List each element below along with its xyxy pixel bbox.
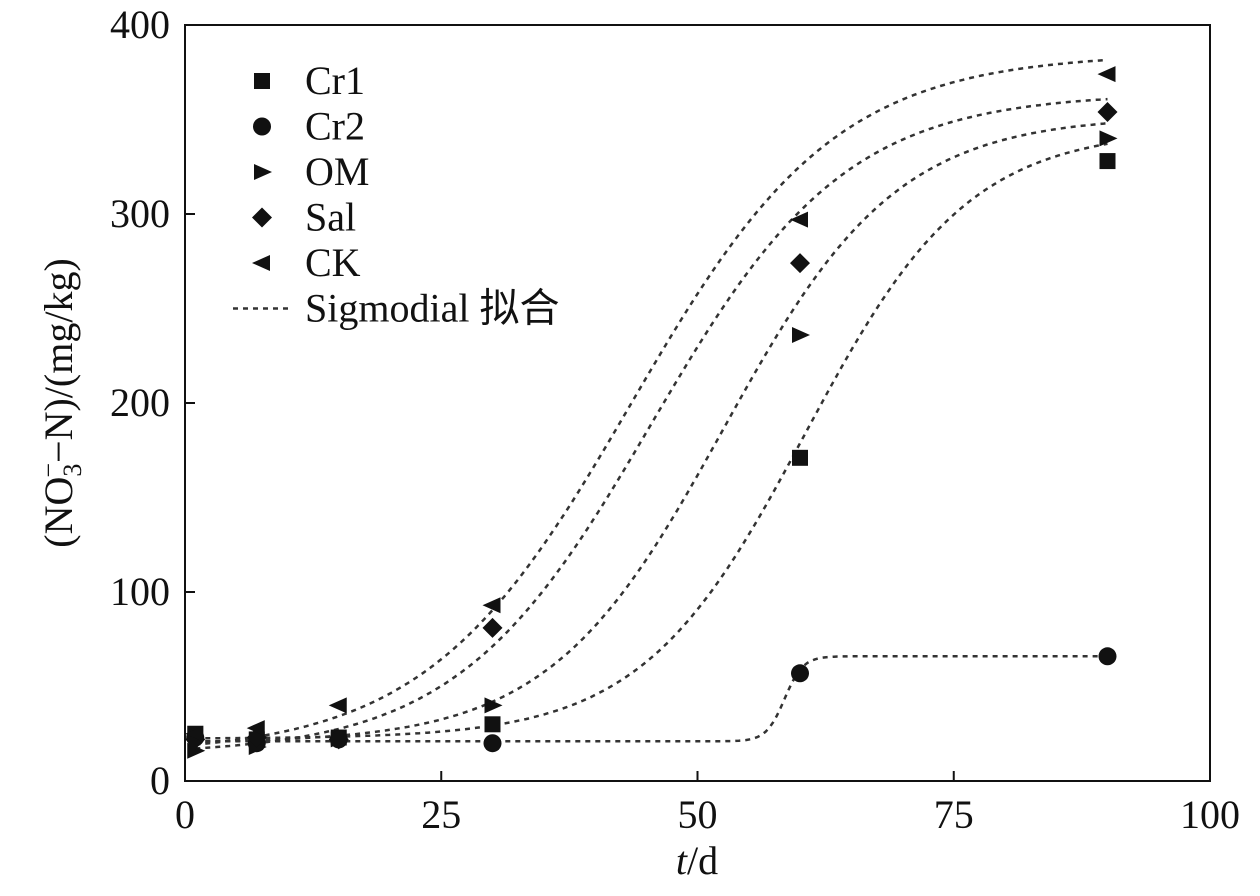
fit-line-sal xyxy=(195,97,1108,750)
x-tick-label: 0 xyxy=(175,792,195,837)
x-tick-label: 100 xyxy=(1180,792,1240,837)
marker-sal xyxy=(1097,101,1118,122)
legend-marker-cr1 xyxy=(254,73,270,89)
marker-ck xyxy=(482,597,501,614)
marker-om xyxy=(187,742,206,759)
legend-label-fit: Sigmodial 拟合 xyxy=(305,286,559,331)
legend-label-sal: Sal xyxy=(305,195,356,240)
marker-ck xyxy=(185,725,204,742)
x-axis-variable: t xyxy=(676,838,688,883)
legend-marker-cr2 xyxy=(253,117,271,136)
y-axis-title-subscript: 3 xyxy=(58,464,87,477)
marker-cr1 xyxy=(1099,153,1116,170)
marker-ck xyxy=(328,697,347,714)
marker-sal xyxy=(482,617,503,638)
y-tick-label: 200 xyxy=(110,380,170,425)
marker-ck xyxy=(790,211,808,228)
legend-label-cr1: Cr1 xyxy=(305,58,365,103)
marker-cr1 xyxy=(484,716,501,733)
marker-ck xyxy=(246,720,265,737)
x-tick-label: 50 xyxy=(678,792,718,837)
fit-line-om xyxy=(195,121,1108,743)
legend-label-om: OM xyxy=(305,149,369,194)
y-axis-title-open: (NO xyxy=(36,477,81,548)
y-axis-title-rest: −N)/(mg/kg) xyxy=(36,258,81,463)
data-markers xyxy=(185,66,1118,759)
legend-marker-sal xyxy=(252,207,272,228)
x-axis-unit: /d xyxy=(687,838,718,883)
marker-om xyxy=(792,326,810,343)
fit-line-cr1 xyxy=(195,142,1108,740)
marker-ck xyxy=(1097,66,1116,83)
y-axis-title: (NO3−−N)/(mg/kg) xyxy=(34,258,87,548)
marker-cr2 xyxy=(791,664,809,683)
marker-om xyxy=(1099,130,1118,147)
fit-line-cr2 xyxy=(195,655,1108,743)
marker-cr2 xyxy=(1098,647,1117,666)
y-tick-label: 400 xyxy=(110,2,170,47)
y-tick-label: 0 xyxy=(150,758,170,803)
marker-cr2 xyxy=(483,734,502,753)
x-tick-label: 25 xyxy=(421,792,461,837)
marker-om xyxy=(484,697,503,714)
x-tick-label: 75 xyxy=(934,792,974,837)
legend-marker-ck xyxy=(252,255,270,271)
ticks-layer: 0 25 50 75 100 0 100 200 300 400 xyxy=(110,2,1240,837)
marker-cr1 xyxy=(792,449,808,466)
legend-label-ck: CK xyxy=(305,240,361,285)
x-axis-title: t/d xyxy=(676,838,718,883)
y-axis-title-superscript: − xyxy=(34,463,63,478)
fit-line-ck xyxy=(195,58,1108,746)
marker-sal xyxy=(328,729,349,750)
y-tick-label: 100 xyxy=(110,569,170,614)
y-tick-label: 300 xyxy=(110,191,170,236)
legend-marker-om xyxy=(254,164,272,180)
marker-sal xyxy=(790,253,810,274)
legend-label-cr2: Cr2 xyxy=(305,104,365,149)
